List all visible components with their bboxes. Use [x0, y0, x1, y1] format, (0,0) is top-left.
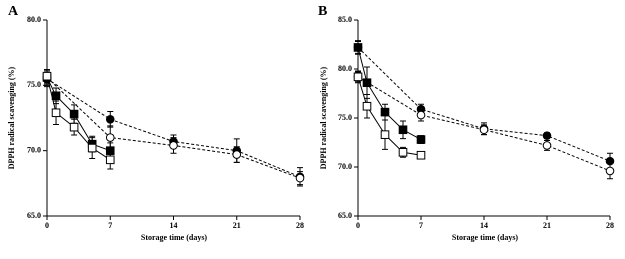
marker	[51, 108, 61, 118]
marker	[169, 141, 178, 150]
marker	[542, 141, 552, 150]
panel-title: B	[318, 4, 327, 19]
x-tick-label: 0	[45, 221, 49, 230]
marker	[542, 131, 552, 140]
marker	[479, 125, 489, 135]
marker	[398, 148, 408, 157]
marker	[362, 101, 372, 111]
x-tick-label: 7	[419, 221, 423, 230]
marker	[380, 107, 390, 117]
marker	[51, 91, 61, 101]
marker	[105, 155, 115, 165]
marker	[69, 109, 79, 119]
marker	[295, 173, 305, 183]
marker	[398, 125, 408, 135]
x-tick-label: 28	[606, 221, 614, 230]
marker	[605, 166, 615, 176]
y-tick-label: 80.0	[338, 64, 352, 73]
marker	[232, 150, 242, 159]
series-line	[46, 78, 301, 178]
marker	[416, 135, 426, 144]
x-tick-label: 14	[170, 221, 178, 230]
marker	[353, 72, 363, 82]
y-tick-label: 80.0	[27, 15, 41, 24]
series-line	[46, 77, 301, 179]
marker	[353, 43, 363, 52]
x-tick-label: 7	[108, 221, 112, 230]
x-tick-label: 28	[296, 221, 304, 230]
marker	[362, 78, 372, 88]
marker	[380, 130, 390, 139]
x-tick-label: 21	[543, 221, 551, 230]
marker	[416, 150, 426, 160]
y-tick-label: 75.0	[338, 113, 352, 122]
y-tick-label: 65.0	[338, 211, 352, 220]
y-tick-label: 70.0	[27, 145, 41, 154]
x-axis-label: Storage time (days)	[141, 233, 208, 242]
panel-title: A	[8, 4, 19, 19]
x-tick-label: 21	[233, 221, 241, 230]
marker	[105, 133, 115, 142]
series-line	[357, 47, 611, 162]
y-tick-label: 75.0	[27, 80, 41, 89]
marker	[69, 122, 79, 132]
y-tick-label: 65.0	[27, 211, 41, 220]
x-tick-label: 0	[356, 221, 360, 230]
series-line	[357, 76, 611, 172]
x-axis-label: Storage time (days)	[452, 233, 519, 242]
y-tick-label: 70.0	[338, 162, 352, 171]
marker	[87, 143, 97, 153]
marker	[416, 110, 426, 120]
marker	[105, 115, 115, 124]
y-axis-label: DPPH radical scavenging (%)	[319, 66, 328, 169]
y-axis-label: DPPH radical scavenging (%)	[7, 66, 16, 169]
x-tick-label: 14	[480, 221, 488, 230]
y-tick-label: 85.0	[338, 15, 352, 24]
marker	[42, 71, 52, 81]
